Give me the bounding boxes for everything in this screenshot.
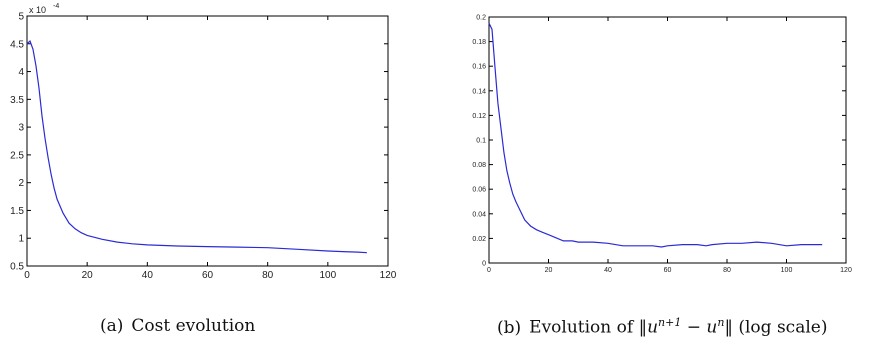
x-tick-label: 80 — [262, 270, 274, 281]
y-tick-label: 0.16 — [472, 64, 486, 71]
caption-b-expr-mid: − u — [681, 317, 718, 338]
caption-a: (a) Cost evolution — [100, 316, 255, 336]
x-tick-label: 60 — [664, 267, 672, 274]
caption-b-prefix: Evolution of — [529, 317, 639, 338]
y-tick-label: 0.1 — [476, 137, 486, 144]
y-exponent-label: x 10 — [29, 5, 46, 15]
y-tick-label: 0.08 — [472, 162, 486, 169]
y-tick-label: 0.14 — [472, 88, 486, 95]
y-tick-label: 1 — [18, 234, 24, 245]
caption-b-label: (b) — [497, 317, 522, 338]
x-tick-label: 40 — [142, 270, 154, 281]
series-line — [488, 22, 823, 248]
caption-a-text: Cost evolution — [131, 316, 256, 336]
x-tick-label: 40 — [604, 267, 612, 274]
y-tick-label: 0 — [482, 260, 486, 267]
x-tick-label: 80 — [723, 267, 731, 274]
x-tick-label: 20 — [545, 267, 553, 274]
y-tick-label: 0.06 — [472, 187, 486, 194]
x-tick-label: 100 — [319, 270, 336, 281]
caption-b-expr-open: ‖u — [638, 317, 659, 338]
y-tick-label: 2 — [18, 178, 24, 189]
y-tick-label: 0.2 — [476, 14, 486, 21]
x-tick-label: 120 — [380, 270, 397, 281]
y-tick-label: 3 — [18, 123, 24, 134]
caption-a-label: (a) — [100, 316, 124, 336]
y-tick-label: 4.5 — [10, 39, 24, 50]
plot-frame — [26, 15, 389, 267]
caption-b: (b) Evolution of ‖un+1 − un‖ (log scale) — [497, 316, 827, 338]
y-tick-label: 0.5 — [10, 262, 24, 273]
y-tick-label: 2.5 — [10, 150, 24, 161]
x-tick-label: 120 — [840, 267, 852, 274]
cost-evolution-chart: 0 20 40 60 80 100 120 0.5 1 1.5 2 2.5 3 3.5 4 4.5 5 x 10-… — [10, 3, 397, 281]
y-tick-label: 0.12 — [472, 113, 486, 120]
caption-b-expr-sup2: n — [717, 316, 725, 329]
y-tick-label: 3.5 — [10, 95, 24, 106]
x-tick-label: 20 — [82, 270, 94, 281]
y-tick-label: 0.18 — [472, 39, 486, 46]
x-tick-label: 0 — [487, 267, 491, 274]
y-tick-label: 4 — [18, 67, 24, 78]
y-tick-label: 1.5 — [10, 206, 24, 217]
x-tick-label: 100 — [781, 267, 793, 274]
caption-b-expr-close: ‖ — [724, 317, 733, 338]
caption-b-expr-sup: n+1 — [658, 316, 682, 329]
plot-frame — [488, 16, 847, 264]
y-tick-label: 5 — [18, 12, 24, 23]
x-tick-label: 60 — [202, 270, 214, 281]
y-tick-label: 0.02 — [472, 236, 486, 243]
update-norm-chart: 0 20 40 60 80 100 120 0 0.02 0.04 0.06 0.08 0.1 0.12 0… — [472, 14, 852, 274]
caption-b-suffix: (log scale) — [732, 317, 828, 338]
y-tick-label: 0.04 — [472, 211, 486, 218]
y-exponent-power: -4 — [53, 3, 59, 10]
x-tick-label: 0 — [24, 270, 30, 281]
series-line — [26, 39, 367, 254]
